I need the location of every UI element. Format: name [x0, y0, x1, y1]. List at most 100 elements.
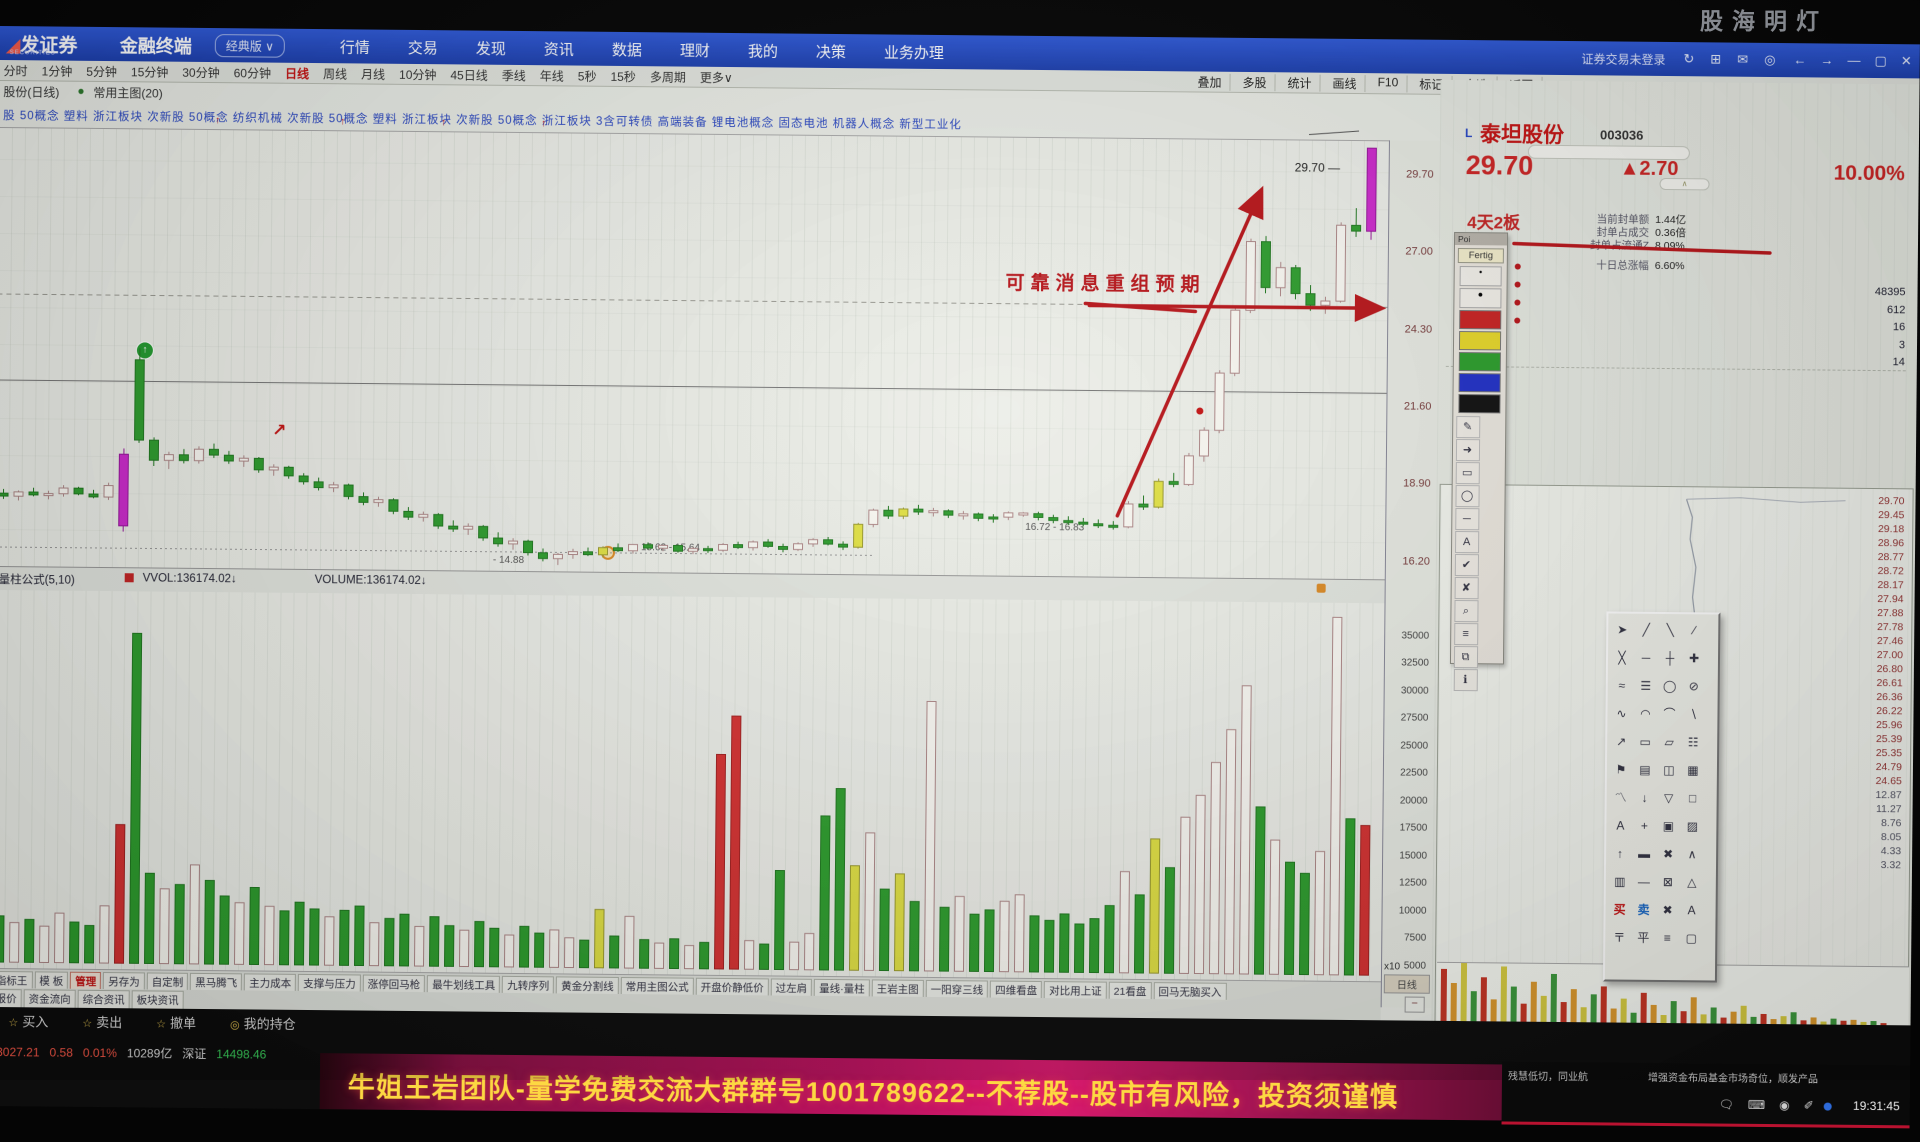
chart-tool-button[interactable]: 多股 — [1234, 74, 1275, 91]
menu-item[interactable]: 理财 — [680, 39, 710, 60]
drawing-tool-button[interactable]: ∿ — [1609, 699, 1633, 727]
drawing-tool-button[interactable]: ≡ — [1655, 924, 1679, 952]
drawing-tool-button[interactable]: ⚑ — [1609, 755, 1633, 783]
trade-button[interactable]: ☆买入 — [8, 1011, 48, 1030]
volume-formula-label[interactable]: 量柱公式(5,10) — [0, 571, 75, 588]
info-tab[interactable]: 综合资讯 — [78, 990, 130, 1009]
drawing-tool-button[interactable]: ✖ — [1656, 840, 1680, 868]
timeframe-tab[interactable]: 60分钟 — [234, 64, 272, 81]
pointofix-color-swatch[interactable] — [1459, 331, 1501, 350]
pointofix-tool-button[interactable]: ▭ — [1455, 461, 1479, 483]
drawing-tool-button[interactable]: △ — [1680, 868, 1704, 896]
drawing-tool-button[interactable]: ▥ — [1608, 867, 1632, 895]
drawing-tool-button[interactable]: ▣ — [1656, 812, 1680, 840]
drawing-tool-button[interactable]: 买 — [1607, 895, 1631, 923]
window-control-icon[interactable]: → — [1820, 52, 1833, 68]
drawing-tool-button[interactable]: ▦ — [1681, 756, 1705, 784]
timeframe-tab[interactable]: 15分钟 — [131, 63, 169, 80]
drawing-tool-button[interactable]: ✚ — [1682, 644, 1706, 672]
drawing-tool-button[interactable]: ▤ — [1633, 756, 1657, 784]
pointofix-pen-size-button[interactable]: ● — [1459, 288, 1501, 308]
info-tab[interactable]: 资金流向 — [24, 989, 76, 1008]
menu-item[interactable]: 数据 — [612, 38, 642, 59]
drawing-tool-button[interactable]: ▱ — [1657, 728, 1681, 756]
drawing-tool-button[interactable]: ⌒ — [1657, 700, 1681, 728]
menu-item[interactable]: 我的 — [748, 40, 778, 61]
drawing-tool-button[interactable]: ⊘ — [1682, 672, 1706, 700]
pointofix-done-button[interactable]: Fertig — [1458, 248, 1504, 263]
pointofix-tool-button[interactable]: ✘ — [1454, 576, 1478, 598]
taskbar-icon[interactable]: ✐ — [1804, 1098, 1814, 1112]
window-control-icon[interactable]: ✕ — [1901, 53, 1912, 69]
drawing-tool-button[interactable]: ― — [1632, 868, 1656, 896]
pointofix-tool-button[interactable]: ℹ — [1453, 668, 1477, 690]
pointofix-tool-button[interactable]: ⌕ — [1454, 599, 1478, 621]
pointofix-pen-size-button[interactable]: • — [1460, 266, 1502, 286]
drawing-tool-button[interactable]: ≈ — [1610, 671, 1634, 699]
menu-item[interactable]: 交易 — [408, 36, 438, 57]
pointofix-color-swatch[interactable] — [1459, 310, 1501, 329]
titlebar-icon[interactable]: ◎ — [1764, 52, 1775, 68]
drawing-tool-button[interactable]: ↓ — [1633, 784, 1657, 812]
drawing-tool-button[interactable]: 平 — [1631, 924, 1655, 952]
drawing-tool-button[interactable]: ▽ — [1657, 784, 1681, 812]
timeframe-tab[interactable]: 季线 — [502, 67, 526, 84]
zoom-out-button[interactable]: − — [1405, 997, 1425, 1013]
chart-tool-button[interactable]: 画线 — [1324, 75, 1365, 92]
drawing-tool-button[interactable]: ⊠ — [1656, 868, 1680, 896]
menu-item[interactable]: 业务办理 — [884, 41, 944, 63]
drawing-tool-button[interactable]: ◯ — [1658, 672, 1682, 700]
window-control-icon[interactable]: ▢ — [1874, 53, 1886, 69]
pointofix-color-swatch[interactable] — [1458, 394, 1500, 413]
pointofix-color-swatch[interactable] — [1459, 373, 1501, 392]
pointofix-color-swatch[interactable] — [1459, 352, 1501, 371]
timeframe-tab[interactable]: 多周期 — [650, 68, 686, 85]
timeframe-tab[interactable]: 1分钟 — [42, 62, 73, 79]
timeframe-tab[interactable]: 5秒 — [578, 68, 597, 85]
timeframe-tab[interactable]: 分时 — [3, 62, 27, 79]
pointofix-tool-button[interactable]: ⧉ — [1453, 645, 1477, 667]
drawing-tool-button[interactable]: ◫ — [1657, 756, 1681, 784]
volume-pane[interactable] — [0, 590, 1385, 1007]
timeframe-tab[interactable]: 5分钟 — [86, 63, 117, 80]
drawing-tool-button[interactable]: A — [1608, 811, 1632, 839]
window-control-icon[interactable]: — — [1847, 53, 1860, 69]
pointofix-tool-button[interactable]: A — [1455, 530, 1479, 552]
menu-item[interactable]: 决策 — [816, 40, 846, 61]
timeframe-tab[interactable]: 45日线 — [450, 66, 488, 83]
info-tab[interactable]: 板块资讯 — [132, 990, 184, 1009]
taskbar-icon[interactable]: 🗨 — [1719, 1098, 1734, 1112]
info-tab[interactable]: 报价 — [0, 989, 22, 1008]
trade-button[interactable]: ☆撤单 — [156, 1013, 196, 1032]
menu-item[interactable]: 发现 — [476, 37, 506, 58]
drawing-tool-button[interactable]: ∧ — [1680, 840, 1704, 868]
chart-tool-button[interactable]: 叠加 — [1189, 73, 1230, 90]
drawing-tool-button[interactable]: 〒 — [1607, 923, 1631, 951]
candlestick-pane[interactable] — [0, 127, 1389, 580]
drawing-tool-button[interactable]: 〽 — [1609, 783, 1633, 811]
drawing-tool-button[interactable]: ▭ — [1633, 728, 1657, 756]
drawing-tool-button[interactable]: ▢ — [1679, 924, 1703, 952]
drawing-tool-button[interactable]: 卖 — [1631, 896, 1655, 924]
drawing-tool-button[interactable]: + — [1632, 812, 1656, 840]
drawing-tool-button[interactable]: ∕ — [1682, 616, 1706, 644]
drawing-tool-button[interactable]: ╱ — [1634, 616, 1658, 644]
timeframe-tab[interactable]: 更多∨ — [700, 69, 733, 86]
trade-button[interactable]: ☆卖出 — [82, 1012, 122, 1031]
main-formula-label[interactable]: 常用主图(20) — [93, 84, 163, 102]
drawing-tool-button[interactable]: ✖ — [1655, 896, 1679, 924]
drawing-tool-button[interactable]: ➤ — [1610, 615, 1634, 643]
timeframe-tab[interactable]: 年线 — [540, 67, 564, 84]
drawing-tool-button[interactable]: ╳ — [1610, 643, 1634, 671]
titlebar-icon[interactable]: ⊞ — [1710, 51, 1721, 67]
pointofix-tool-button[interactable]: ≡ — [1454, 622, 1478, 644]
drawing-tool-button[interactable]: ┼ — [1658, 644, 1682, 672]
taskbar-icon[interactable]: ◉ — [1779, 1098, 1790, 1112]
menu-item[interactable]: 行情 — [340, 36, 370, 57]
timeframe-tab[interactable]: 15秒 — [610, 68, 636, 85]
titlebar-icon[interactable]: ↻ — [1683, 51, 1694, 67]
pointofix-title[interactable]: Poi — [1455, 233, 1507, 245]
pointofix-tool-button[interactable]: ✎ — [1456, 415, 1480, 437]
drawing-tool-button[interactable]: ∖ — [1681, 700, 1705, 728]
timeframe-tab[interactable]: 月线 — [361, 65, 385, 82]
